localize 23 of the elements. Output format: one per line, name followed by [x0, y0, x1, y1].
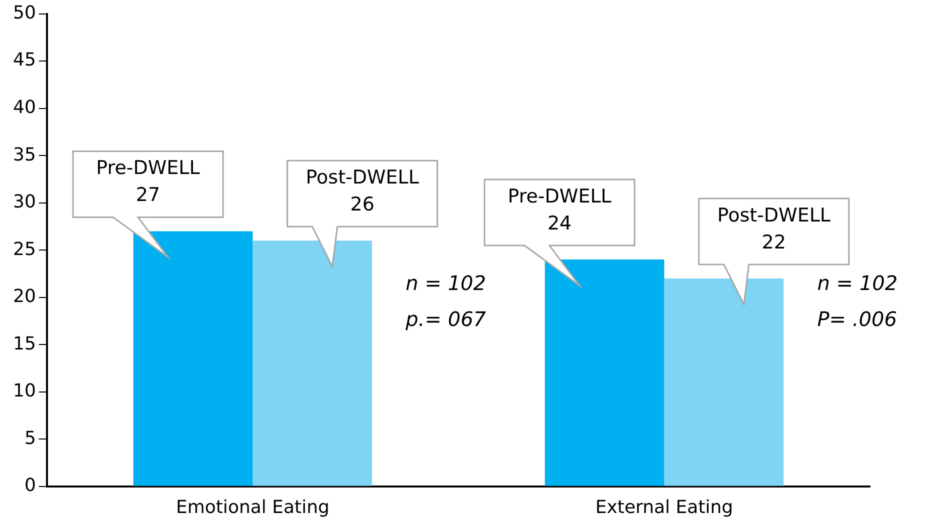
- y-tick-label: 25: [13, 238, 36, 260]
- text: Pre-DWELL: [508, 185, 612, 208]
- text: Post-DWELL: [306, 166, 419, 189]
- text: Post-DWELL: [717, 204, 831, 226]
- y-tick-label: 50: [13, 2, 36, 24]
- y-tick-label: 10: [13, 380, 36, 402]
- text: Pre-DWELL: [96, 157, 200, 180]
- annotation: n = 102 P= .006: [817, 271, 898, 332]
- y-tick-label: 40: [13, 96, 36, 118]
- y-tick-label: 5: [24, 428, 36, 449]
- data-label: 24: [547, 212, 572, 234]
- x-tick-label: Emotional Eating: [176, 496, 330, 518]
- data-label: 22: [762, 231, 786, 254]
- annotation: n = 102 p.= 067: [404, 271, 486, 332]
- y-tick-label: 0: [24, 475, 36, 496]
- y-tick-label: 30: [13, 192, 36, 213]
- data-label: 27: [136, 184, 160, 206]
- y-tick-label: 45: [13, 50, 36, 71]
- y-tick-label: 35: [13, 144, 36, 166]
- y-tick-label: 20: [13, 286, 36, 308]
- data-label: 26: [350, 194, 374, 216]
- x-tick-label: External Eating: [595, 496, 734, 518]
- y-tick-label: 15: [13, 333, 36, 354]
